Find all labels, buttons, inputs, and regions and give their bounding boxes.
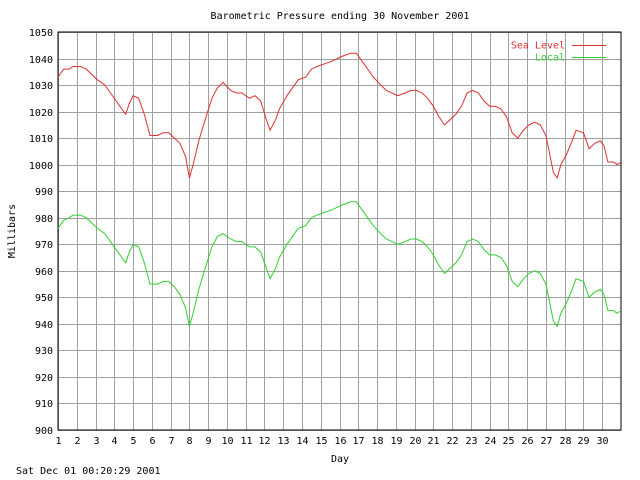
- x-tick-label: 12: [258, 436, 270, 447]
- chart-title: Barometric Pressure ending 30 November 2…: [211, 11, 470, 22]
- x-tick-label: 30: [596, 436, 608, 447]
- x-tick-label: 7: [168, 436, 174, 447]
- x-tick-label: 13: [277, 436, 289, 447]
- x-tick-label: 20: [409, 436, 421, 447]
- x-tick-label: 18: [371, 436, 383, 447]
- x-tick-label: 26: [521, 436, 533, 447]
- y-tick-label: 950: [35, 293, 53, 304]
- plot-frame: [57, 31, 622, 431]
- x-tick-label: 22: [446, 436, 458, 447]
- legend-label-sea-level: Sea Level: [511, 41, 565, 52]
- x-tick-label: 2: [74, 436, 80, 447]
- y-tick-label: 990: [35, 187, 53, 198]
- series-line-local: [57, 201, 622, 328]
- x-tick-label: 1: [55, 436, 61, 447]
- x-axis-label: Day: [331, 454, 349, 465]
- x-tick-label: 8: [186, 436, 192, 447]
- series-lines: [57, 52, 622, 328]
- y-tick-label: 910: [35, 399, 53, 410]
- y-tick-label: 1000: [29, 161, 53, 172]
- x-tick-label: 27: [540, 436, 552, 447]
- y-axis-ticks: 900 910 920 930 940 950 960 970 980 990 1000 1010 10…: [29, 28, 53, 437]
- x-tick-label: 24: [484, 436, 496, 447]
- x-tick-label: 6: [149, 436, 155, 447]
- y-tick-label: 940: [35, 320, 53, 331]
- legend-label-local: Local: [535, 53, 565, 64]
- x-tick-label: 17: [352, 436, 364, 447]
- y-tick-label: 1010: [29, 134, 53, 145]
- x-tick-label: 14: [296, 436, 308, 447]
- x-tick-label: 16: [334, 436, 346, 447]
- grid: [58, 32, 621, 431]
- y-tick-label: 920: [35, 373, 53, 384]
- y-tick-label: 1040: [29, 55, 53, 66]
- footer-timestamp: Sat Dec 01 00:20:29 2001: [16, 466, 161, 477]
- series-line-sea-level: [57, 52, 622, 180]
- y-tick-label: 1030: [29, 81, 53, 92]
- x-axis-ticks: 1 2 3 4 5 6 7 8 9 10 11 12 13 14 15 16 17 18 19 20 21 22 23 24 2…: [55, 436, 608, 447]
- x-tick-label: 21: [427, 436, 439, 447]
- y-tick-label: 930: [35, 346, 53, 357]
- y-tick-label: 970: [35, 240, 53, 251]
- x-tick-label: 11: [240, 436, 252, 447]
- y-tick-label: 900: [35, 426, 53, 437]
- x-tick-label: 29: [577, 436, 589, 447]
- x-tick-label: 15: [315, 436, 327, 447]
- x-tick-label: 9: [205, 436, 211, 447]
- x-tick-label: 28: [559, 436, 571, 447]
- x-tick-label: 25: [502, 436, 514, 447]
- y-tick-label: 1050: [29, 28, 53, 39]
- y-tick-label: 980: [35, 214, 53, 225]
- x-tick-label: 5: [130, 436, 136, 447]
- x-tick-label: 10: [221, 436, 233, 447]
- y-tick-label: 1020: [29, 108, 53, 119]
- x-tick-label: 4: [111, 436, 117, 447]
- y-axis-label: Millibars: [7, 204, 18, 258]
- x-tick-label: 23: [465, 436, 477, 447]
- x-tick-label: 19: [390, 436, 402, 447]
- x-tick-label: 3: [93, 436, 99, 447]
- y-tick-label: 960: [35, 267, 53, 278]
